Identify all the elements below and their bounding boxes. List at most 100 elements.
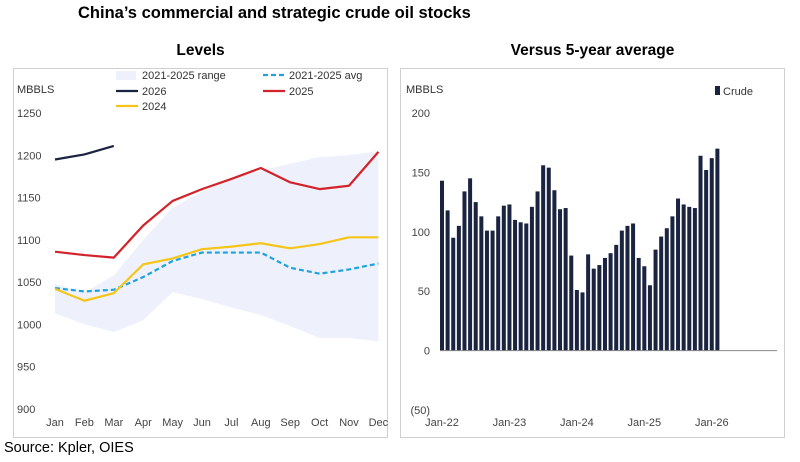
levels-x-tick: May bbox=[162, 417, 183, 429]
versus-x-tick: Jan-26 bbox=[695, 417, 729, 429]
levels-y-tick: 950 bbox=[17, 362, 35, 374]
levels-y-tick: 1100 bbox=[17, 235, 41, 247]
crude-bar bbox=[552, 190, 557, 351]
levels-y-tick: 900 bbox=[17, 404, 35, 416]
levels-x-tick: Jul bbox=[224, 417, 238, 429]
legend-label: 2026 bbox=[142, 86, 166, 98]
legend-swatch bbox=[715, 86, 720, 95]
range-band bbox=[55, 151, 379, 342]
crude-bar bbox=[507, 204, 512, 351]
levels-x-tick: Mar bbox=[104, 417, 123, 429]
crude-bar bbox=[698, 155, 703, 351]
crude-bar bbox=[664, 228, 669, 351]
chart-main-title: China’s commercial and strategic crude o… bbox=[78, 4, 471, 22]
crude-bar bbox=[479, 216, 484, 351]
levels-y-unit: MBBLS bbox=[17, 84, 54, 96]
crude-bar bbox=[490, 230, 495, 351]
crude-bar bbox=[468, 178, 473, 351]
versus-y-unit: MBBLS bbox=[406, 84, 443, 96]
levels-x-tick: Apr bbox=[135, 417, 152, 429]
crude-bar bbox=[676, 198, 681, 351]
crude-bar bbox=[591, 268, 596, 351]
legend-swatch bbox=[116, 71, 136, 80]
crude-bar bbox=[473, 202, 478, 351]
crude-bar bbox=[586, 254, 591, 351]
crude-bar bbox=[440, 180, 444, 351]
crude-bar bbox=[518, 222, 523, 351]
levels-chart: MBBLS 900 950 1000 1050 1100 1150 1200 1250 Jan… bbox=[13, 68, 388, 438]
crude-bar bbox=[614, 244, 619, 351]
crude-bar bbox=[524, 223, 529, 351]
levels-x-tick: Oct bbox=[311, 417, 328, 429]
crude-bar bbox=[659, 236, 664, 351]
crude-bar bbox=[631, 223, 636, 351]
series-line-2024 bbox=[54, 236, 379, 302]
levels-x-tick: Dec bbox=[369, 417, 388, 429]
versus-y-tick: 150 bbox=[412, 167, 430, 179]
levels-x-tick: Feb bbox=[75, 417, 94, 429]
legend-label: Crude bbox=[723, 86, 753, 98]
versus-x-tick: Jan-24 bbox=[560, 417, 594, 429]
series-line-2021-2025-avg bbox=[54, 251, 379, 293]
levels-x-tick: Jan bbox=[46, 417, 64, 429]
versus-x-tick: Jan-25 bbox=[627, 417, 661, 429]
levels-x-tick: Nov bbox=[339, 417, 359, 429]
legend-label: 2024 bbox=[142, 101, 166, 113]
crude-bar bbox=[513, 219, 518, 351]
crude-bar bbox=[535, 191, 540, 351]
crude-bar bbox=[687, 206, 692, 351]
crude-bar bbox=[569, 255, 574, 351]
versus-y-tick: 50 bbox=[418, 286, 430, 298]
legend-label: 2025 bbox=[289, 86, 313, 98]
crude-bar bbox=[709, 158, 714, 351]
crude-bar bbox=[462, 191, 467, 351]
crude-bar bbox=[574, 290, 579, 351]
crude-bar bbox=[546, 167, 551, 351]
crude-bar bbox=[715, 148, 720, 351]
crude-bar bbox=[653, 249, 658, 351]
crude-bar bbox=[625, 225, 630, 351]
crude-bar bbox=[681, 204, 686, 351]
crude-bar bbox=[558, 209, 563, 351]
versus-y-tick: (50) bbox=[410, 405, 430, 417]
left-panel-title: Levels bbox=[176, 42, 225, 59]
crude-bar bbox=[619, 230, 624, 351]
levels-y-tick: 1200 bbox=[17, 150, 41, 162]
crude-bar bbox=[636, 257, 641, 351]
levels-y-tick: 1000 bbox=[17, 319, 41, 331]
crude-bar bbox=[484, 230, 489, 351]
levels-y-tick: 1150 bbox=[17, 193, 41, 205]
series-line-2025 bbox=[54, 151, 380, 259]
levels-x-tick: Jun bbox=[193, 417, 211, 429]
levels-y-tick: 1050 bbox=[17, 277, 41, 289]
crude-bar bbox=[456, 225, 461, 351]
crude-bar bbox=[647, 285, 652, 351]
levels-x-tick: Sep bbox=[280, 417, 300, 429]
crude-bar bbox=[451, 237, 456, 351]
crude-bar bbox=[563, 208, 568, 351]
right-panel-title: Versus 5-year average bbox=[510, 42, 675, 59]
versus-x-tick: Jan-22 bbox=[425, 417, 459, 429]
crude-bar bbox=[445, 210, 450, 351]
crude-bar bbox=[501, 205, 506, 351]
versus-y-tick: 100 bbox=[412, 227, 430, 239]
crude-bar bbox=[597, 265, 602, 351]
legend-label: 2021-2025 range bbox=[142, 70, 226, 82]
versus-y-tick: 0 bbox=[424, 346, 430, 358]
levels-chart-frame bbox=[13, 68, 388, 438]
legend-label: 2021-2025 avg bbox=[289, 70, 362, 82]
crude-bar bbox=[496, 216, 501, 351]
crude-bar bbox=[602, 257, 607, 351]
crude-bar bbox=[642, 266, 647, 351]
levels-x-tick: Aug bbox=[251, 417, 271, 429]
crude-bar bbox=[541, 165, 546, 351]
crude-bar bbox=[529, 206, 534, 351]
levels-y-tick: 1250 bbox=[17, 108, 41, 120]
versus-x-tick: Jan-23 bbox=[493, 417, 527, 429]
crude-bar bbox=[692, 208, 697, 351]
crude-bar bbox=[608, 253, 613, 351]
crude-bar bbox=[670, 216, 675, 351]
source-note: Source: Kpler, OIES bbox=[4, 440, 134, 456]
versus-chart-frame bbox=[400, 68, 785, 438]
versus-average-chart: MBBLS (50) 0 50 100 150 200 Jan-22 Jan-23 Jan-2… bbox=[400, 68, 785, 438]
